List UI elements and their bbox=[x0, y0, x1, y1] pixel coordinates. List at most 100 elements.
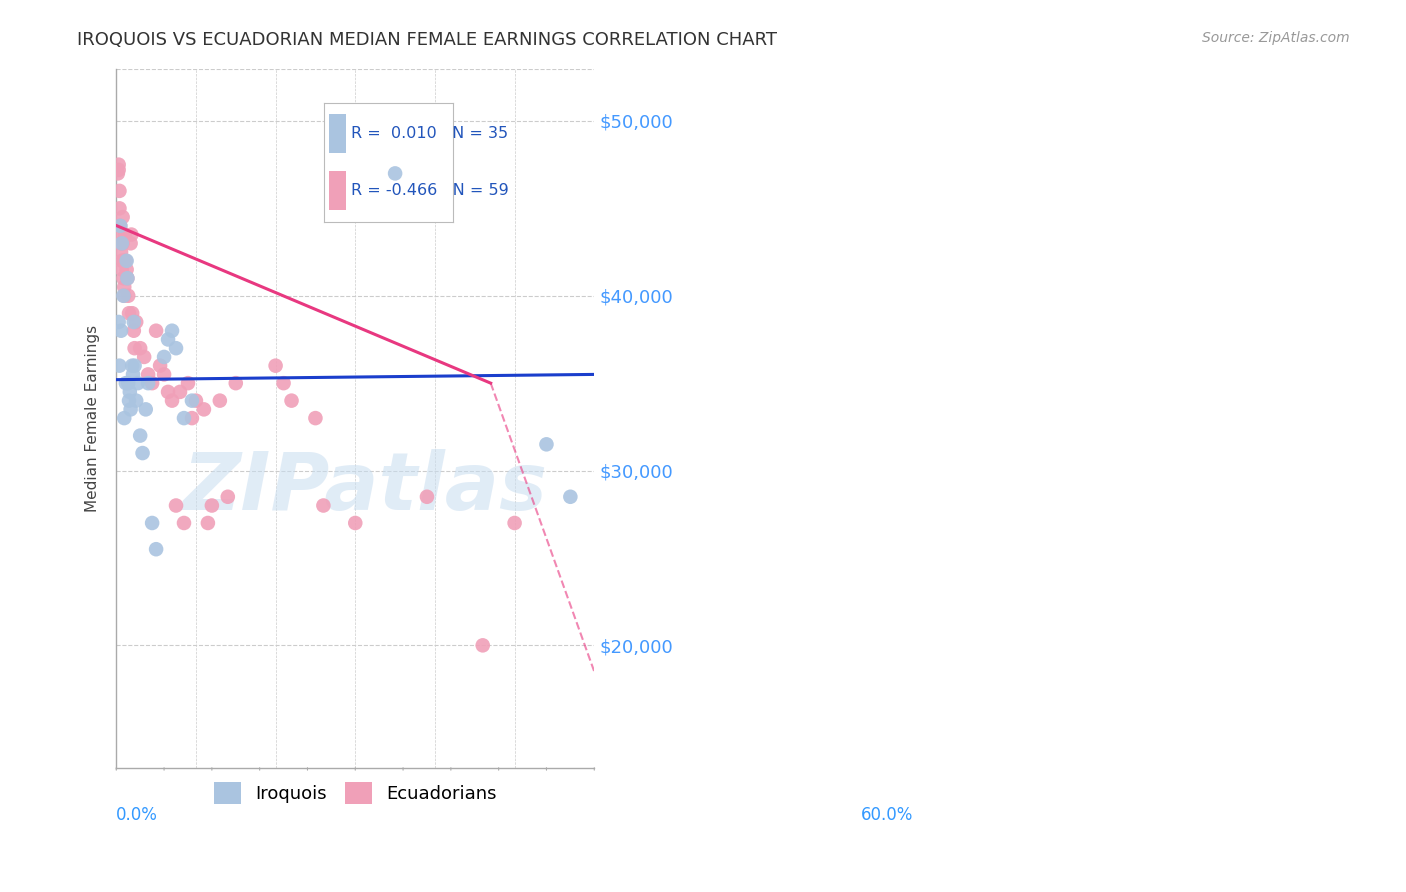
Point bbox=[124, 341, 146, 355]
Point bbox=[136, 368, 159, 382]
Point bbox=[107, 162, 129, 177]
Point bbox=[112, 289, 135, 303]
Point bbox=[273, 376, 295, 391]
Point bbox=[165, 499, 187, 513]
Point bbox=[165, 341, 187, 355]
Point bbox=[115, 253, 138, 268]
Point bbox=[264, 359, 287, 373]
Text: ZIPatlas: ZIPatlas bbox=[183, 449, 547, 527]
Point bbox=[112, 253, 135, 268]
Point bbox=[153, 350, 176, 364]
Point bbox=[134, 350, 156, 364]
Point bbox=[114, 227, 136, 242]
Point bbox=[117, 376, 139, 391]
Point bbox=[344, 516, 367, 530]
Point bbox=[110, 324, 132, 338]
Point bbox=[107, 166, 129, 180]
Point bbox=[181, 393, 204, 408]
Point bbox=[131, 446, 153, 460]
Point bbox=[112, 280, 135, 294]
Point bbox=[384, 166, 406, 180]
Point bbox=[129, 341, 152, 355]
Point bbox=[120, 236, 142, 251]
Legend: Iroquois, Ecuadorians: Iroquois, Ecuadorians bbox=[207, 774, 505, 811]
Point bbox=[110, 219, 132, 233]
Point bbox=[108, 202, 131, 216]
Point bbox=[121, 359, 143, 373]
Point bbox=[184, 393, 207, 408]
Point bbox=[125, 393, 148, 408]
Point bbox=[135, 402, 157, 417]
Point bbox=[149, 359, 172, 373]
Point bbox=[157, 333, 180, 347]
Point bbox=[193, 402, 215, 417]
Point bbox=[120, 402, 142, 417]
Point bbox=[173, 516, 195, 530]
Point bbox=[107, 158, 129, 172]
Point bbox=[110, 227, 132, 242]
Point bbox=[114, 253, 136, 268]
Point bbox=[122, 324, 145, 338]
Point bbox=[110, 219, 132, 233]
Point bbox=[153, 368, 176, 382]
Point bbox=[312, 499, 335, 513]
Point bbox=[141, 376, 163, 391]
Point bbox=[118, 393, 141, 408]
Point bbox=[160, 393, 183, 408]
Point bbox=[117, 271, 139, 285]
Point bbox=[122, 368, 145, 382]
Text: IROQUOIS VS ECUADORIAN MEDIAN FEMALE EARNINGS CORRELATION CHART: IROQUOIS VS ECUADORIAN MEDIAN FEMALE EAR… bbox=[77, 31, 778, 49]
Point bbox=[111, 210, 134, 224]
Point bbox=[560, 490, 582, 504]
Point bbox=[181, 411, 204, 425]
Point bbox=[124, 359, 146, 373]
Point bbox=[471, 638, 494, 652]
Point bbox=[110, 245, 132, 260]
Point bbox=[177, 376, 200, 391]
Point bbox=[129, 428, 152, 442]
Point bbox=[173, 411, 195, 425]
Point bbox=[118, 306, 141, 320]
Point bbox=[208, 393, 231, 408]
Point bbox=[536, 437, 558, 451]
Point bbox=[122, 315, 145, 329]
Point bbox=[169, 384, 191, 399]
Point bbox=[111, 262, 134, 277]
Point bbox=[108, 359, 131, 373]
Point bbox=[112, 289, 135, 303]
Point bbox=[304, 411, 326, 425]
Point bbox=[503, 516, 526, 530]
Point bbox=[145, 542, 167, 557]
Point bbox=[197, 516, 219, 530]
Point bbox=[117, 271, 139, 285]
Point bbox=[112, 271, 135, 285]
Point bbox=[111, 253, 134, 268]
Point bbox=[108, 184, 131, 198]
Point bbox=[112, 411, 135, 425]
Point bbox=[145, 324, 167, 338]
Point bbox=[225, 376, 247, 391]
Point bbox=[125, 315, 148, 329]
Point bbox=[127, 376, 149, 391]
Point bbox=[121, 306, 143, 320]
Point bbox=[111, 236, 134, 251]
Y-axis label: Median Female Earnings: Median Female Earnings bbox=[86, 325, 100, 512]
Point bbox=[217, 490, 239, 504]
Point bbox=[107, 315, 129, 329]
Text: 0.0%: 0.0% bbox=[117, 806, 157, 824]
Point bbox=[157, 384, 180, 399]
Point bbox=[115, 262, 138, 277]
Point bbox=[136, 376, 159, 391]
Text: 60.0%: 60.0% bbox=[860, 806, 912, 824]
Point bbox=[201, 499, 224, 513]
Point bbox=[117, 289, 139, 303]
Point bbox=[114, 376, 136, 391]
Point bbox=[160, 324, 183, 338]
Point bbox=[416, 490, 439, 504]
Text: Source: ZipAtlas.com: Source: ZipAtlas.com bbox=[1202, 31, 1350, 45]
Point bbox=[120, 227, 142, 242]
Point bbox=[118, 384, 141, 399]
Point bbox=[110, 236, 132, 251]
Point bbox=[280, 393, 302, 408]
Point bbox=[111, 236, 134, 251]
